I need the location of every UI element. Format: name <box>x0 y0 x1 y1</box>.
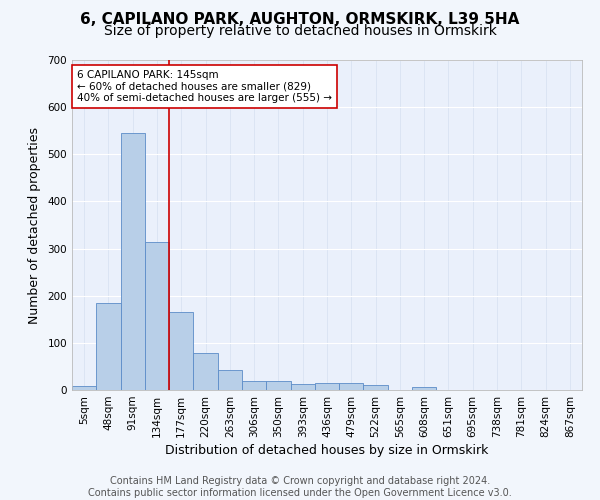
Text: 6, CAPILANO PARK, AUGHTON, ORMSKIRK, L39 5HA: 6, CAPILANO PARK, AUGHTON, ORMSKIRK, L39… <box>80 12 520 28</box>
Bar <box>218 370 242 390</box>
Bar <box>242 380 266 390</box>
Bar <box>193 353 218 390</box>
Bar <box>315 383 339 390</box>
Bar <box>72 386 96 390</box>
Bar <box>169 312 193 390</box>
Y-axis label: Number of detached properties: Number of detached properties <box>28 126 41 324</box>
Text: Size of property relative to detached houses in Ormskirk: Size of property relative to detached ho… <box>104 24 496 38</box>
Bar <box>96 303 121 390</box>
Text: 6 CAPILANO PARK: 145sqm
← 60% of detached houses are smaller (829)
40% of semi-d: 6 CAPILANO PARK: 145sqm ← 60% of detache… <box>77 70 332 103</box>
Bar <box>145 242 169 390</box>
Bar <box>121 133 145 390</box>
Bar <box>266 380 290 390</box>
Bar <box>290 384 315 390</box>
Bar <box>412 386 436 390</box>
X-axis label: Distribution of detached houses by size in Ormskirk: Distribution of detached houses by size … <box>166 444 488 457</box>
Bar <box>339 383 364 390</box>
Text: Contains HM Land Registry data © Crown copyright and database right 2024.
Contai: Contains HM Land Registry data © Crown c… <box>88 476 512 498</box>
Bar <box>364 386 388 390</box>
